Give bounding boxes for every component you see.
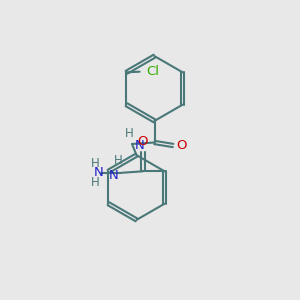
Text: H: H	[125, 128, 134, 140]
Text: H: H	[113, 154, 122, 167]
Text: N: N	[94, 166, 104, 179]
Text: O: O	[177, 139, 187, 152]
Text: Cl: Cl	[146, 65, 160, 78]
Text: O: O	[138, 135, 148, 148]
Text: N: N	[109, 169, 119, 182]
Text: N: N	[134, 139, 144, 152]
Text: H: H	[91, 158, 100, 170]
Text: H: H	[91, 176, 100, 189]
